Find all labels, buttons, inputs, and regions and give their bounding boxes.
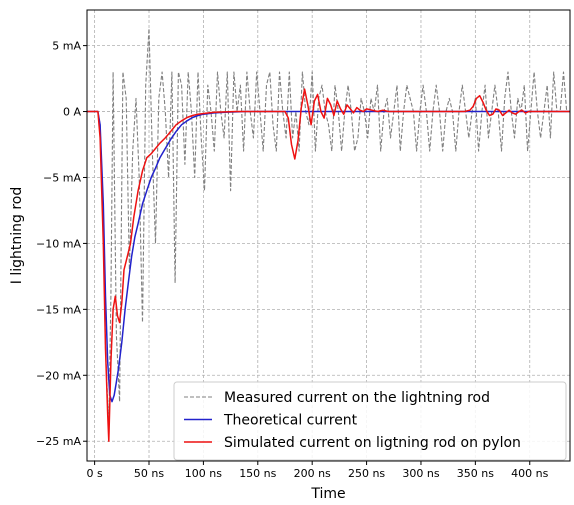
legend-label: Theoretical current [223, 413, 358, 429]
x-axis-title: Time [310, 486, 345, 502]
y-tick-label: −10 mA [36, 237, 81, 250]
series-line-2 [87, 110, 570, 403]
x-tick-label: 350 ns [457, 467, 494, 480]
series-line-3 [87, 88, 570, 442]
plot-frame [86, 9, 571, 462]
x-tick-label: 150 ns [239, 467, 276, 480]
ticks: 0 s 50 ns 100 ns 150 ns 200 ns 250 ns 300 ns 35… [36, 40, 549, 480]
x-tick-label: 400 ns [511, 467, 548, 480]
x-tick-label: 200 ns [294, 467, 331, 480]
y-tick-label: 5 mA [52, 40, 81, 53]
legend-label: Simulated current on ligtning rod on pyl… [224, 435, 521, 451]
legend-box [173, 381, 567, 461]
y-tick-label: 0 A [63, 106, 81, 119]
series-layer [87, 27, 570, 442]
grid [87, 10, 570, 461]
x-tick-label: 100 ns [185, 467, 222, 480]
y-axis-title: I lightning rod [9, 187, 25, 284]
x-tick-label: 50 ns [134, 467, 164, 480]
y-tick-label: −5 mA [43, 171, 81, 184]
y-tick-label: −15 mA [36, 303, 81, 316]
legend-label: Measured current on the lightning rod [224, 390, 490, 406]
legend: Measured current on the lightning rod The… [173, 381, 567, 461]
series-line-1 [87, 27, 570, 429]
y-tick-label: −20 mA [36, 369, 81, 382]
x-tick-label: 250 ns [348, 467, 385, 480]
x-tick-label: 300 ns [402, 467, 439, 480]
x-tick-label: 0 s [86, 467, 102, 480]
y-tick-label: −25 mA [36, 435, 81, 448]
